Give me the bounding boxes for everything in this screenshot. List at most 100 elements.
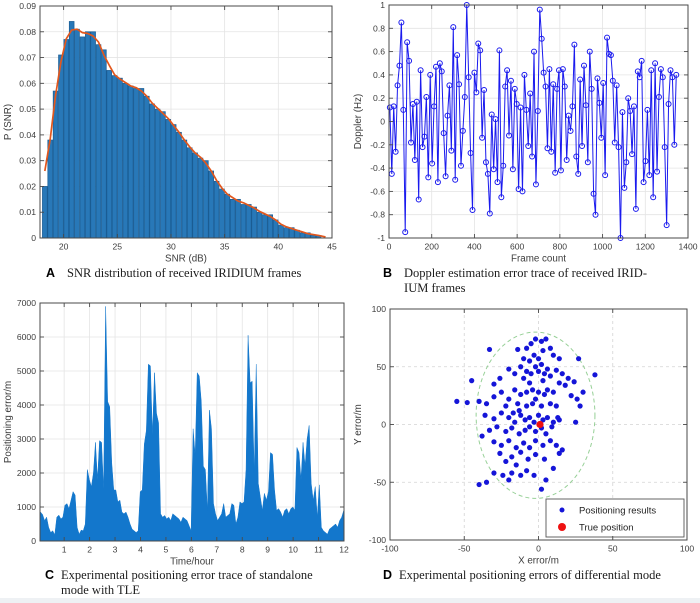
- panel-positioning-error-trace: 1 2 3 4 5 6 7 8 9 10 11 12 0 1000 2000 3000 4000 5000 6000…: [0, 295, 350, 603]
- positioning-error-trace-plot: 1 2 3 4 5 6 7 8 9 10 11 120100020003000400050006000…: [3, 298, 349, 568]
- svg-text:1: 1: [380, 0, 385, 10]
- caption-a: A SNR distribution of received IRIDIUM f…: [0, 266, 350, 281]
- svg-text:SNR (dB): SNR (dB): [165, 254, 207, 265]
- svg-text:0.05: 0.05: [19, 104, 36, 114]
- panel-letter-c: C: [45, 568, 55, 582]
- svg-text:35: 35: [220, 242, 230, 252]
- svg-text:-0.2: -0.2: [370, 140, 385, 150]
- svg-text:0.09: 0.09: [19, 1, 36, 11]
- caption-text-c: Experimental positioning error trace of …: [61, 568, 313, 597]
- svg-text:Doppler (Hz): Doppler (Hz): [353, 94, 364, 150]
- svg-text:0.02: 0.02: [19, 181, 36, 191]
- svg-text:-50: -50: [374, 477, 387, 487]
- caption-b-line2: IUM frames: [404, 280, 466, 295]
- svg-text:1000: 1000: [17, 502, 36, 512]
- svg-text:2: 2: [87, 545, 92, 555]
- svg-text:2000: 2000: [17, 468, 36, 478]
- svg-text:0: 0: [387, 242, 392, 252]
- svg-text:0.01: 0.01: [19, 207, 36, 217]
- svg-text:5000: 5000: [17, 366, 36, 376]
- svg-text:400: 400: [467, 242, 482, 252]
- caption-d-line1: Experimental positioning errors of diffe…: [399, 568, 661, 582]
- svg-text:50: 50: [376, 362, 386, 372]
- svg-text:0.06: 0.06: [19, 78, 36, 88]
- positioning-scatter-plot: Positioning results True position -100 -50 0…: [353, 304, 695, 567]
- snr-histogram-plot: 20 25 30 35 40 45 0 0.01 0.02 0.03 0.04 0.05 0.06 0.0…: [3, 1, 337, 265]
- svg-text:1200: 1200: [636, 242, 655, 252]
- svg-text:-0.6: -0.6: [370, 186, 385, 196]
- svg-text:4: 4: [138, 545, 143, 555]
- svg-text:P (SNR): P (SNR): [3, 104, 14, 140]
- panel-doppler-error: 0 200 400 600 800 1000 1200 1400 -1 -0.8 -0.6 -0.4 -…: [350, 0, 700, 295]
- svg-text:0.07: 0.07: [19, 53, 36, 63]
- panel-snr-histogram: 20 25 30 35 40 45 0 0.01 0.02 0.03 0.04 0.05 0.06 0.0…: [0, 0, 350, 295]
- caption-text-a: SNR distribution of received IRIDIUM fra…: [67, 266, 301, 281]
- svg-text:0: 0: [536, 544, 541, 554]
- svg-text:0: 0: [380, 117, 385, 127]
- caption-c-line2: mode with TLE: [61, 582, 140, 597]
- caption-c: C Experimental positioning error trace o…: [0, 568, 350, 597]
- caption-a-line1: SNR distribution of received IRIDIUM fra…: [67, 266, 302, 280]
- caption-text-b: Doppler estimation error trace of receiv…: [404, 266, 647, 295]
- svg-text:11: 11: [314, 545, 323, 555]
- svg-text:800: 800: [553, 242, 568, 252]
- caption-b: B Doppler estimation error trace of rece…: [350, 266, 700, 295]
- svg-text:1400: 1400: [678, 242, 697, 252]
- svg-text:0.6: 0.6: [373, 47, 385, 57]
- svg-text:Y error/m: Y error/m: [353, 404, 364, 445]
- page-bottom-edge: [0, 598, 700, 603]
- svg-text:30: 30: [166, 242, 176, 252]
- caption-b-line1: Doppler estimation error trace of receiv…: [404, 266, 647, 280]
- caption-text-d: Experimental positioning errors of diffe…: [399, 568, 661, 583]
- svg-text:40: 40: [274, 242, 284, 252]
- svg-text:-0.4: -0.4: [370, 163, 385, 173]
- panel-positioning-scatter: Positioning results True position -100 -50 0…: [350, 295, 700, 603]
- svg-text:50: 50: [608, 544, 618, 554]
- svg-text:25: 25: [113, 242, 123, 252]
- svg-text:10: 10: [288, 545, 298, 555]
- svg-text:Positioning results: Positioning results: [579, 506, 656, 517]
- svg-text:200: 200: [425, 242, 440, 252]
- svg-text:0: 0: [31, 536, 36, 546]
- svg-text:Frame count: Frame count: [511, 254, 566, 265]
- panel-letter-b: B: [383, 266, 393, 280]
- svg-text:12: 12: [339, 545, 349, 555]
- svg-text:1: 1: [62, 545, 67, 555]
- svg-text:-100: -100: [369, 535, 386, 545]
- svg-text:0.8: 0.8: [373, 23, 385, 33]
- svg-text:20: 20: [59, 242, 69, 252]
- svg-text:7000: 7000: [17, 298, 36, 308]
- svg-text:-0.8: -0.8: [370, 210, 385, 220]
- svg-text:5: 5: [164, 545, 169, 555]
- svg-text:9: 9: [265, 545, 270, 555]
- svg-text:4000: 4000: [17, 400, 36, 410]
- svg-text:True position: True position: [579, 523, 634, 534]
- svg-text:-50: -50: [458, 544, 471, 554]
- svg-text:Positioning error/m: Positioning error/m: [3, 381, 14, 463]
- svg-text:1000: 1000: [593, 242, 612, 252]
- svg-text:6: 6: [189, 545, 194, 555]
- caption-d: D Experimental positioning errors of dif…: [350, 568, 700, 583]
- svg-text:0.04: 0.04: [19, 130, 36, 140]
- svg-text:6000: 6000: [17, 332, 36, 342]
- svg-text:Time/hour: Time/hour: [170, 557, 214, 568]
- caption-c-line1: Experimental positioning error trace of …: [61, 568, 313, 582]
- svg-text:0: 0: [381, 420, 386, 430]
- svg-text:X error/m: X error/m: [518, 556, 559, 567]
- svg-text:0.03: 0.03: [19, 156, 36, 166]
- svg-text:3000: 3000: [17, 434, 36, 444]
- svg-text:600: 600: [510, 242, 525, 252]
- svg-text:7: 7: [214, 545, 219, 555]
- svg-text:100: 100: [680, 544, 695, 554]
- doppler-error-plot: 0 200 400 600 800 1000 1200 1400 -1 -0.8 -0.6 -0.4 -…: [353, 0, 698, 265]
- panel-letter-d: D: [383, 568, 393, 582]
- svg-text:0.2: 0.2: [373, 93, 385, 103]
- svg-text:45: 45: [327, 242, 337, 252]
- svg-text:8: 8: [240, 545, 245, 555]
- panel-letter-a: A: [46, 266, 56, 280]
- svg-text:3: 3: [113, 545, 118, 555]
- svg-text:-100: -100: [381, 544, 398, 554]
- svg-text:-1: -1: [377, 233, 385, 243]
- svg-text:0: 0: [31, 233, 36, 243]
